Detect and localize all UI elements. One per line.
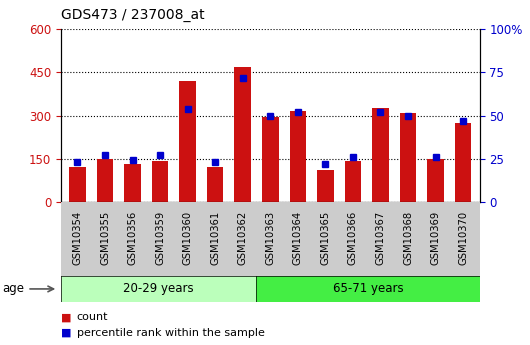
- Bar: [234, 67, 251, 202]
- Text: GSM10365: GSM10365: [321, 211, 330, 265]
- Bar: [455, 123, 471, 202]
- Text: GSM10359: GSM10359: [155, 211, 165, 265]
- Text: GSM10367: GSM10367: [375, 211, 385, 265]
- Text: count: count: [77, 313, 108, 322]
- Text: GSM10370: GSM10370: [458, 211, 468, 265]
- Text: age: age: [3, 283, 25, 295]
- Text: percentile rank within the sample: percentile rank within the sample: [77, 328, 264, 338]
- Bar: [289, 111, 306, 202]
- Bar: [344, 161, 361, 202]
- Text: GSM10360: GSM10360: [183, 211, 193, 265]
- Text: GSM10369: GSM10369: [430, 211, 440, 265]
- Text: GDS473 / 237008_at: GDS473 / 237008_at: [61, 8, 205, 22]
- Bar: [152, 161, 169, 202]
- Bar: [69, 167, 86, 202]
- Text: GSM10366: GSM10366: [348, 211, 358, 265]
- Bar: [372, 108, 388, 202]
- Text: GSM10355: GSM10355: [100, 211, 110, 265]
- Bar: [400, 113, 416, 202]
- Text: GSM10362: GSM10362: [238, 211, 248, 265]
- Text: ■: ■: [61, 328, 72, 338]
- Bar: [179, 81, 196, 202]
- Text: 65-71 years: 65-71 years: [333, 283, 403, 295]
- Text: GSM10361: GSM10361: [210, 211, 220, 265]
- Bar: [61, 276, 257, 302]
- Text: GSM10364: GSM10364: [293, 211, 303, 265]
- Bar: [125, 164, 141, 202]
- Bar: [257, 276, 480, 302]
- Bar: [427, 159, 444, 202]
- Text: GSM10354: GSM10354: [73, 211, 83, 265]
- Text: GSM10363: GSM10363: [266, 211, 275, 265]
- Bar: [97, 159, 113, 202]
- Bar: [262, 117, 279, 202]
- Text: GSM10356: GSM10356: [128, 211, 138, 265]
- Text: ■: ■: [61, 313, 72, 322]
- Text: GSM10368: GSM10368: [403, 211, 413, 265]
- Bar: [317, 170, 334, 202]
- Text: 20-29 years: 20-29 years: [123, 283, 194, 295]
- Bar: [207, 167, 224, 202]
